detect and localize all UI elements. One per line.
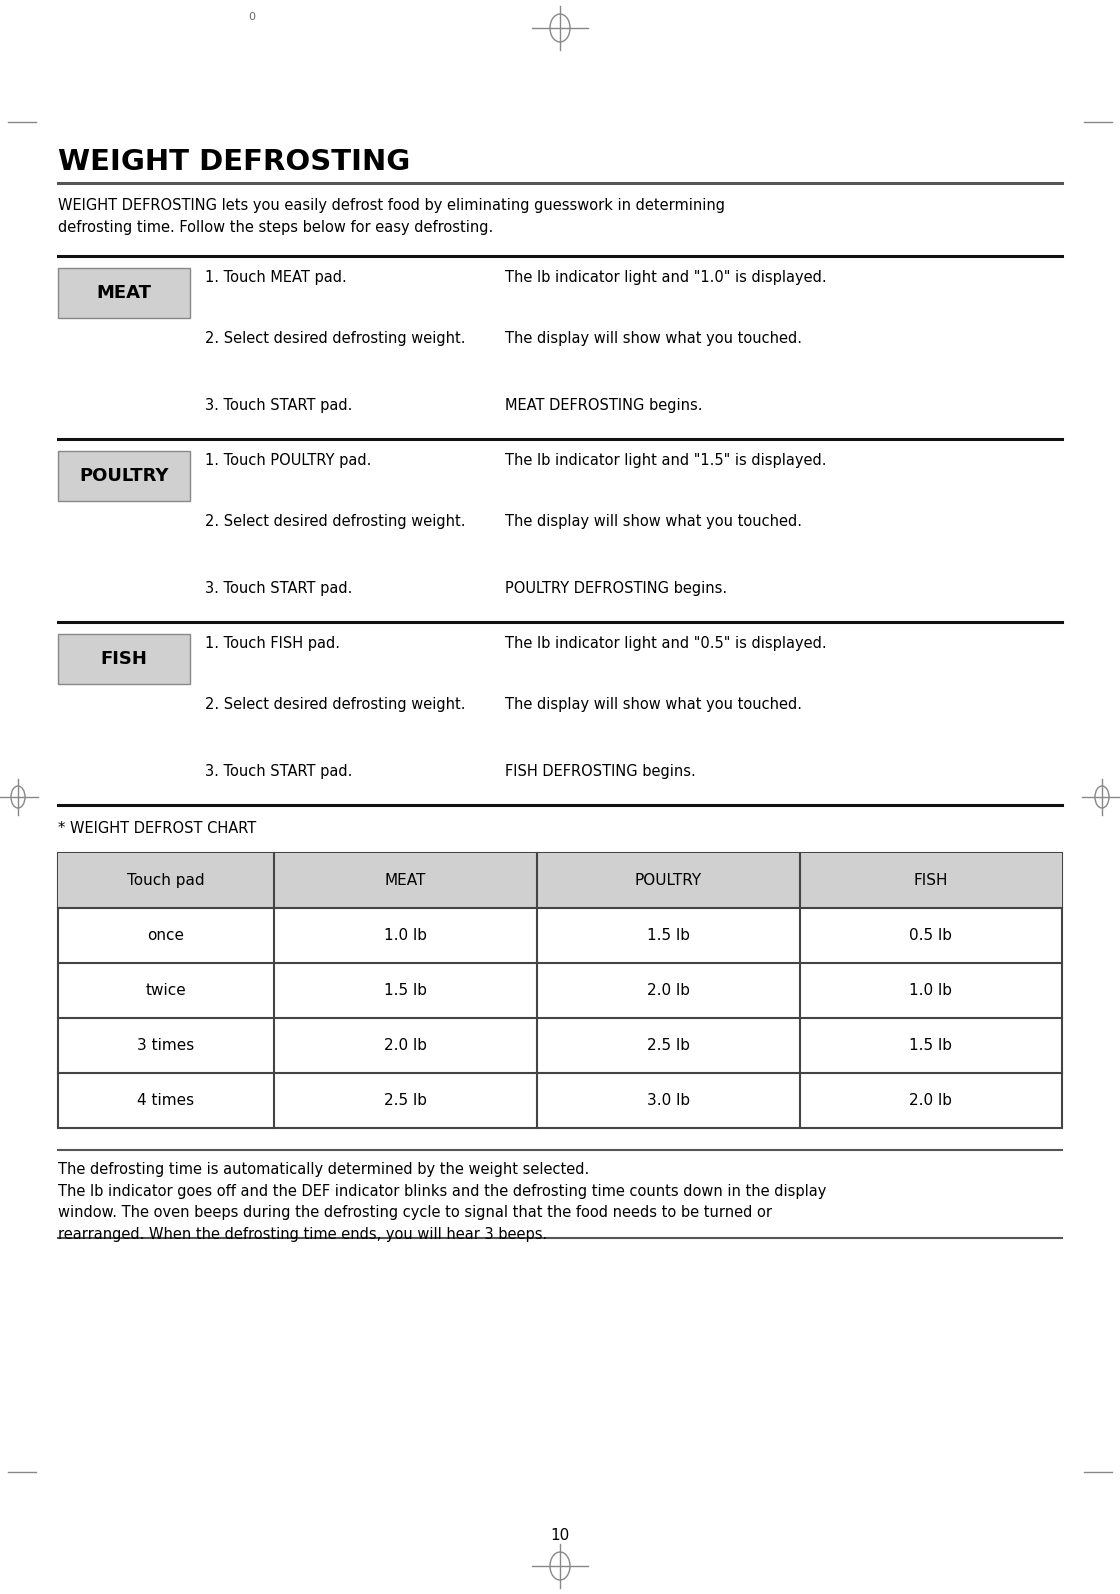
Text: FISH: FISH	[914, 874, 949, 888]
Text: 2. Select desired defrosting weight.: 2. Select desired defrosting weight.	[205, 697, 466, 713]
Text: WEIGHT DEFROSTING: WEIGHT DEFROSTING	[58, 148, 410, 175]
Text: 0: 0	[249, 13, 255, 22]
Text: FISH DEFROSTING begins.: FISH DEFROSTING begins.	[505, 764, 696, 779]
Text: 1. Touch POULTRY pad.: 1. Touch POULTRY pad.	[205, 453, 372, 469]
Text: The defrosting time is automatically determined by the weight selected.
The lb i: The defrosting time is automatically det…	[58, 1162, 827, 1242]
FancyBboxPatch shape	[58, 634, 190, 684]
Text: 2.0 lb: 2.0 lb	[909, 1093, 952, 1108]
Text: 10: 10	[550, 1527, 570, 1543]
Text: 0.5 lb: 0.5 lb	[909, 928, 952, 944]
FancyBboxPatch shape	[58, 268, 190, 317]
Text: 2. Select desired defrosting weight.: 2. Select desired defrosting weight.	[205, 513, 466, 529]
Text: * WEIGHT DEFROST CHART: * WEIGHT DEFROST CHART	[58, 821, 256, 835]
Text: The lb indicator light and "1.0" is displayed.: The lb indicator light and "1.0" is disp…	[505, 269, 827, 285]
Text: The lb indicator light and "1.5" is displayed.: The lb indicator light and "1.5" is disp…	[505, 453, 827, 469]
Text: The display will show what you touched.: The display will show what you touched.	[505, 332, 802, 346]
Text: MEAT: MEAT	[384, 874, 426, 888]
Text: 1.5 lb: 1.5 lb	[647, 928, 690, 944]
Text: 2.5 lb: 2.5 lb	[384, 1093, 427, 1108]
Text: 1.0 lb: 1.0 lb	[384, 928, 427, 944]
Text: 3 times: 3 times	[138, 1038, 195, 1054]
Bar	[58, 853, 1062, 1129]
Text: 2.5 lb: 2.5 lb	[647, 1038, 690, 1054]
Bar	[58, 853, 1062, 909]
Text: MEAT DEFROSTING begins.: MEAT DEFROSTING begins.	[505, 398, 702, 413]
Text: 3. Touch START pad.: 3. Touch START pad.	[205, 764, 353, 779]
Text: Touch pad: Touch pad	[127, 874, 205, 888]
Text: 1.5 lb: 1.5 lb	[384, 983, 427, 998]
Text: POULTRY: POULTRY	[635, 874, 702, 888]
Text: 1. Touch FISH pad.: 1. Touch FISH pad.	[205, 636, 340, 650]
Text: 2.0 lb: 2.0 lb	[384, 1038, 427, 1054]
Text: 4 times: 4 times	[138, 1093, 195, 1108]
Text: 1.5 lb: 1.5 lb	[909, 1038, 952, 1054]
Text: 2. Select desired defrosting weight.: 2. Select desired defrosting weight.	[205, 332, 466, 346]
Text: FISH: FISH	[101, 650, 148, 668]
Text: 1. Touch MEAT pad.: 1. Touch MEAT pad.	[205, 269, 347, 285]
Text: 3. Touch START pad.: 3. Touch START pad.	[205, 398, 353, 413]
Text: twice: twice	[146, 983, 186, 998]
Text: The lb indicator light and "0.5" is displayed.: The lb indicator light and "0.5" is disp…	[505, 636, 827, 650]
Text: 3. Touch START pad.: 3. Touch START pad.	[205, 580, 353, 596]
Text: POULTRY: POULTRY	[80, 467, 169, 485]
Text: once: once	[148, 928, 185, 944]
Text: 3.0 lb: 3.0 lb	[647, 1093, 690, 1108]
Text: The display will show what you touched.: The display will show what you touched.	[505, 513, 802, 529]
FancyBboxPatch shape	[58, 451, 190, 501]
Text: 2.0 lb: 2.0 lb	[647, 983, 690, 998]
Text: WEIGHT DEFROSTING lets you easily defrost food by eliminating guesswork in deter: WEIGHT DEFROSTING lets you easily defros…	[58, 198, 725, 234]
Text: POULTRY DEFROSTING begins.: POULTRY DEFROSTING begins.	[505, 580, 727, 596]
Text: The display will show what you touched.: The display will show what you touched.	[505, 697, 802, 713]
Text: 1.0 lb: 1.0 lb	[909, 983, 952, 998]
Text: MEAT: MEAT	[96, 284, 151, 301]
